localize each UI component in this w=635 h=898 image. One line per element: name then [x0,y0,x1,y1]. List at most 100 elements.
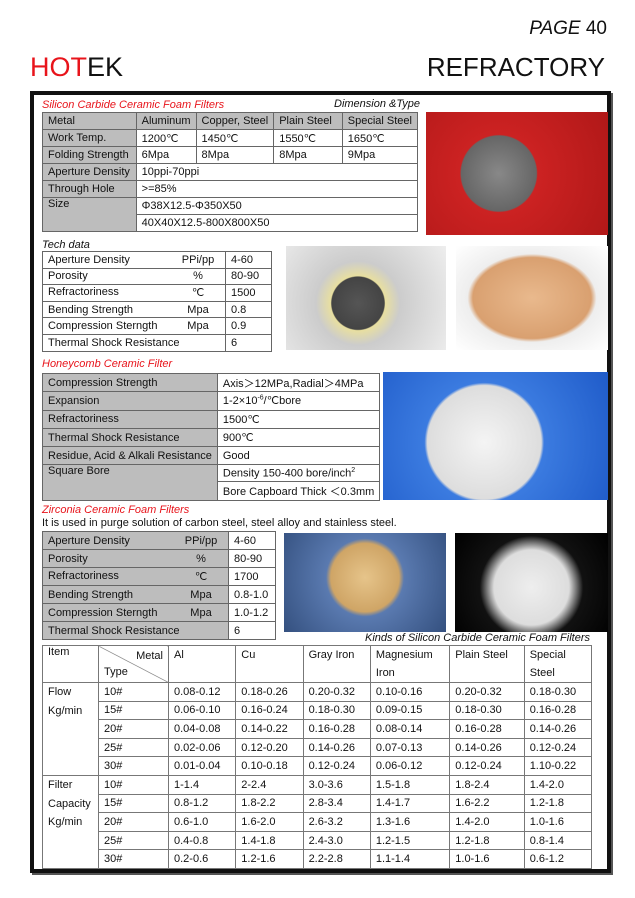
ceramic-block-photo [455,533,608,632]
property-value: 0.9 [225,317,272,335]
table-cell: 1500℃ [216,409,381,429]
table-row: Aperture Density 10ppi-70ppi [42,163,419,181]
table-cell: 0.8-1.4 [523,830,593,851]
table-cell: 30# [98,756,169,776]
table-cell: 0.10-0.16 [369,682,451,702]
table-cell: 900℃ [216,427,381,448]
table-cell: Axis＞12MPa,Radial＞4MPa [216,372,381,393]
table-cell: 1.6-2.2 [449,793,525,814]
table-cell: 1.5-1.8 [369,774,451,795]
table-row: 25# 0.02-0.06 0.12-0.20 0.14-0.26 0.07-0.13 0… [43,737,593,758]
table-cell: 40X40X12.5-800X800X50 [135,214,419,232]
property-value: 6 [225,333,272,352]
kinds-table: Item Metal Type Al Cu Gray Iron Magnesium Iron P… [42,645,593,869]
property-unit: Mpa [190,588,212,601]
table-row: Refractoriness ℃ 1500 [42,284,272,302]
table-row: Item Metal Type Al Cu Gray Iron Magnesium Iron P… [42,645,593,683]
page-number: PAGE 40 [529,18,607,40]
brand-logo: HOTEK [30,52,123,83]
table-cell: 0.12-0.24 [449,756,525,776]
property-value: 4-60 [228,531,276,550]
table-cell: 0.06-0.10 [167,700,237,721]
table-row: Folding Strength 6Mpa 8Mpa 8Mpa 9Mpa [42,146,419,164]
property-cell: Bending Strength Mpa [42,585,229,604]
property-value: 0.8-1.0 [228,585,276,604]
table-cell: 15# [98,793,169,814]
table-cell: 25# [98,830,169,851]
property-cell: Aperture Density PPi/pp [42,531,229,550]
table-cell: 10# [98,682,169,702]
table-cell: 1.0-1.6 [449,849,525,869]
table-row: Thermal Shock Resistance 6 [42,621,276,640]
property-cell: Thermal Shock Resistance [42,333,226,352]
page-label: PAGE [529,18,581,39]
table-cell: 1.4-1.8 [235,830,304,851]
metal-column-header: Magnesium Iron [369,645,451,683]
bore-density: Density 150-400 bore/inch2 [216,464,381,483]
table-row: Thermal Shock Resistance 900℃ [42,427,381,448]
table-cell: Size [42,197,137,232]
kinds-caption: Kinds of Silicon Carbide Ceramic Foam Fi… [365,632,590,644]
property-value: 6 [228,621,276,640]
metal-name-line2: Iron [375,667,395,679]
table-cell: Compression Strength [42,372,218,393]
metal-column-header: Plain Steel [449,645,525,683]
table-cell: 0.10-0.18 [235,756,304,776]
property-cell: Bending Strength Mpa [42,300,226,319]
table-row: 15# 0.8-1.2 1.8-2.2 2.8-3.4 1.4-1.7 1.6-2.2 1.… [43,793,593,814]
table-cell: Thermal Shock Resistance [42,427,218,448]
property-cell: Porosity% [42,549,229,568]
table-row: 25# 0.4-0.8 1.4-1.8 2.4-3.0 1.2-1.5 1.2-1.8 0.… [43,830,593,851]
property-name: Refractoriness [48,286,119,299]
table-cell: 0.16-0.28 [302,719,371,739]
property-cell: Thermal Shock Resistance [42,621,229,640]
table-cell: Refractoriness [42,409,218,429]
metal-name-line2: Steel [529,667,555,679]
property-value: 80-90 [225,267,272,286]
bore-density-text: Density 150-400 bore/inch [222,467,352,480]
table-row: Flow Kg/min 10# 0.08-0.12 0.18-0.26 0.20-0.32… [42,682,593,776]
table-cell: 1.2-1.6 [235,849,304,869]
sic-filters-photo [426,112,608,235]
property-value: 1500 [225,284,272,302]
table-cell: 0.07-0.13 [369,737,451,758]
table-cell: 1.2-1.8 [449,830,525,851]
table-cell: 9Mpa [341,146,419,164]
table-cell: 1.0-1.6 [523,812,593,832]
property-name: Thermal Shock Resistance [48,624,180,637]
table-cell: 25# [98,737,169,758]
property-cell: Refractoriness ℃ [42,284,226,302]
table-cell: Copper, Steel [195,112,275,130]
group-label-line: Filter [48,778,73,791]
metal-name: Special [529,649,566,661]
table-cell: 2.8-3.4 [302,793,371,814]
page-number-value: 40 [585,18,607,39]
zirconia-title: Zirconia Ceramic Foam Filters [42,504,190,516]
table-cell: 1.2-1.5 [369,830,451,851]
table-cell: Bore Capboard Thick ＜0.3mm [216,481,381,501]
table-row: Aperture Density PPi/pp 4-60 [42,531,276,550]
metal-column-header: Special Steel [523,645,593,683]
table-cell: Plain Steel [273,112,343,130]
table-cell: 30# [98,849,169,869]
table-cell: 1650℃ [341,129,419,147]
zirconia-description: It is used in purge solution of carbon s… [42,517,397,529]
zirconia-table: Aperture Density PPi/pp 4-60 Porosity% 80-90… [42,531,276,640]
property-value: 0.8 [225,300,272,319]
property-cell: Compression Sterngth Mpa [42,317,226,335]
cap-group-label: Filter Capacity Kg/min [42,774,99,869]
table-row: 30# 0.01-0.04 0.10-0.18 0.12-0.24 0.06-0.12 0… [43,756,593,776]
property-unit: % [196,552,206,565]
table-cell: Good [216,446,381,466]
property-unit: Mpa [187,320,209,333]
property-unit: Mpa [190,606,212,619]
table-cell: 0.01-0.04 [167,756,237,776]
table-cell: 1550℃ [273,129,343,147]
property-unit: % [193,270,203,283]
table-cell: Folding Strength [42,146,137,164]
property-unit: Mpa [187,303,209,316]
metal-name: Magnesium [375,649,433,661]
property-value: 80-90 [228,549,276,568]
table-row: Compression Sterngth Mpa 1.0-1.2 [42,603,276,622]
table-cell: 1200℃ [135,129,197,147]
